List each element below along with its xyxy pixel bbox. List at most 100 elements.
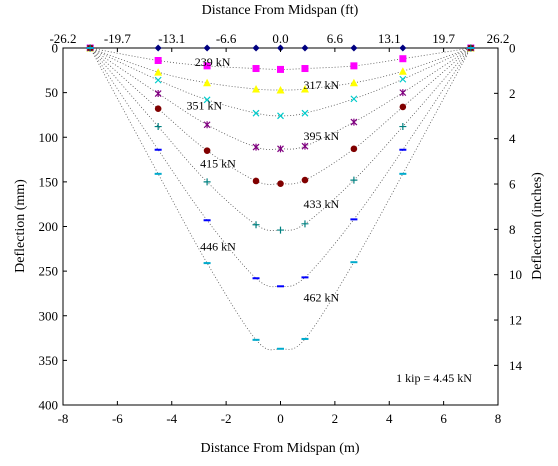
x2-tick-label: -26.2	[49, 31, 76, 46]
data-point	[350, 95, 358, 103]
x-tick-label: -8	[58, 411, 69, 426]
y-tick-label: 50	[45, 85, 58, 100]
data-point	[399, 148, 407, 151]
x2-axis-title: Distance From Midspan (ft)	[202, 3, 359, 18]
y-tick-label: 0	[52, 41, 59, 56]
data-point	[350, 261, 358, 264]
plot-frame	[62, 47, 499, 406]
data-point	[252, 143, 260, 151]
series-label: 415 kN	[200, 157, 236, 171]
y2-tick-label: 6	[509, 177, 516, 192]
series-curve	[89, 47, 472, 185]
y-tick-label: 150	[39, 174, 59, 189]
series-label: 446 kN	[200, 240, 236, 254]
data-point	[399, 123, 407, 131]
y2-tick-label: 14	[509, 358, 523, 373]
data-point	[399, 44, 407, 52]
data-point	[154, 76, 162, 84]
data-point	[203, 62, 211, 70]
data-point	[154, 105, 162, 112]
x2-tick-label: 13.1	[378, 31, 401, 46]
y2-axis-title: Deflection (inches)	[530, 172, 545, 280]
data-point	[301, 44, 309, 52]
data-point	[86, 47, 94, 49]
x-tick-label: 8	[495, 411, 502, 426]
x-tick-label: -2	[221, 411, 232, 426]
data-point	[350, 145, 358, 153]
data-point	[203, 44, 211, 52]
y-tick-label: 100	[39, 130, 59, 145]
x2-tick-label: 0.0	[272, 31, 288, 46]
data-point	[277, 180, 284, 187]
data-point	[277, 226, 284, 234]
data-point	[252, 85, 261, 93]
x2-tick-label: -19.7	[104, 31, 132, 46]
y2-tick-label: 12	[509, 313, 522, 328]
data-point	[252, 177, 260, 185]
data-point	[203, 178, 211, 186]
x-tick-label: 4	[386, 411, 393, 426]
y-tick-label: 200	[39, 219, 59, 234]
y-tick-label: 400	[39, 398, 59, 413]
data-point	[398, 67, 407, 75]
data-point	[350, 62, 358, 70]
data-point	[350, 176, 358, 184]
y-tick-label: 300	[39, 308, 59, 323]
data-point	[154, 148, 162, 151]
data-point	[252, 338, 260, 341]
data-point	[252, 109, 260, 117]
data-point	[301, 220, 309, 228]
series-label: 239 kN	[195, 55, 231, 69]
x2-tick-label: 6.6	[327, 31, 344, 46]
data-point	[399, 103, 407, 111]
data-point	[399, 75, 407, 83]
data-point	[301, 109, 309, 117]
data-point	[277, 285, 284, 288]
data-point	[154, 90, 162, 98]
unit-annotation: 1 kip = 4.45 kN	[396, 371, 472, 385]
data-point	[277, 65, 284, 73]
y-tick-label: 350	[39, 353, 59, 368]
data-point	[203, 96, 211, 104]
data-point	[349, 78, 358, 87]
series-curve	[90, 47, 471, 70]
y-tick-label: 250	[39, 264, 59, 279]
y2-tick-label: 8	[509, 222, 516, 237]
data-point	[203, 262, 211, 265]
data-point	[301, 176, 309, 184]
data-point	[252, 44, 260, 52]
y2-tick-label: 2	[509, 86, 516, 101]
series-curve	[90, 47, 471, 117]
series-curve	[89, 47, 472, 231]
x2-tick-label: -6.6	[216, 31, 237, 46]
x2-tick-label: 26.2	[487, 31, 510, 46]
data-point	[203, 78, 212, 87]
x-tick-label: 0	[277, 411, 284, 426]
data-point	[277, 347, 284, 350]
data-point	[203, 147, 211, 154]
series-curve	[89, 47, 472, 150]
data-point	[350, 44, 358, 52]
series-label: 317 kN	[303, 78, 339, 92]
data-point	[252, 277, 260, 280]
data-point	[277, 112, 284, 120]
data-markers	[86, 44, 475, 350]
data-point	[300, 85, 309, 93]
data-point	[252, 221, 260, 229]
x2-tick-label: 19.7	[432, 31, 455, 46]
data-point	[467, 47, 475, 49]
data-point	[301, 276, 309, 279]
data-point	[399, 55, 407, 63]
data-point	[277, 145, 284, 153]
y2-tick-label: 0	[509, 41, 516, 56]
data-point	[154, 68, 163, 76]
data-point	[350, 218, 358, 221]
series-label: 462 kN	[303, 290, 339, 304]
data-point	[301, 65, 309, 73]
data-point	[154, 123, 162, 131]
x-tick-label: -4	[166, 411, 177, 426]
data-point	[301, 142, 309, 150]
y2-tick-label: 4	[509, 131, 516, 146]
y2-tick-label: 10	[509, 267, 522, 282]
axis-ticks: -8 -6 -4 -2 0 2 4 6 8 -26.2 -19.7 -13.1 -6.6 0.0 6.6 13…	[39, 31, 523, 426]
